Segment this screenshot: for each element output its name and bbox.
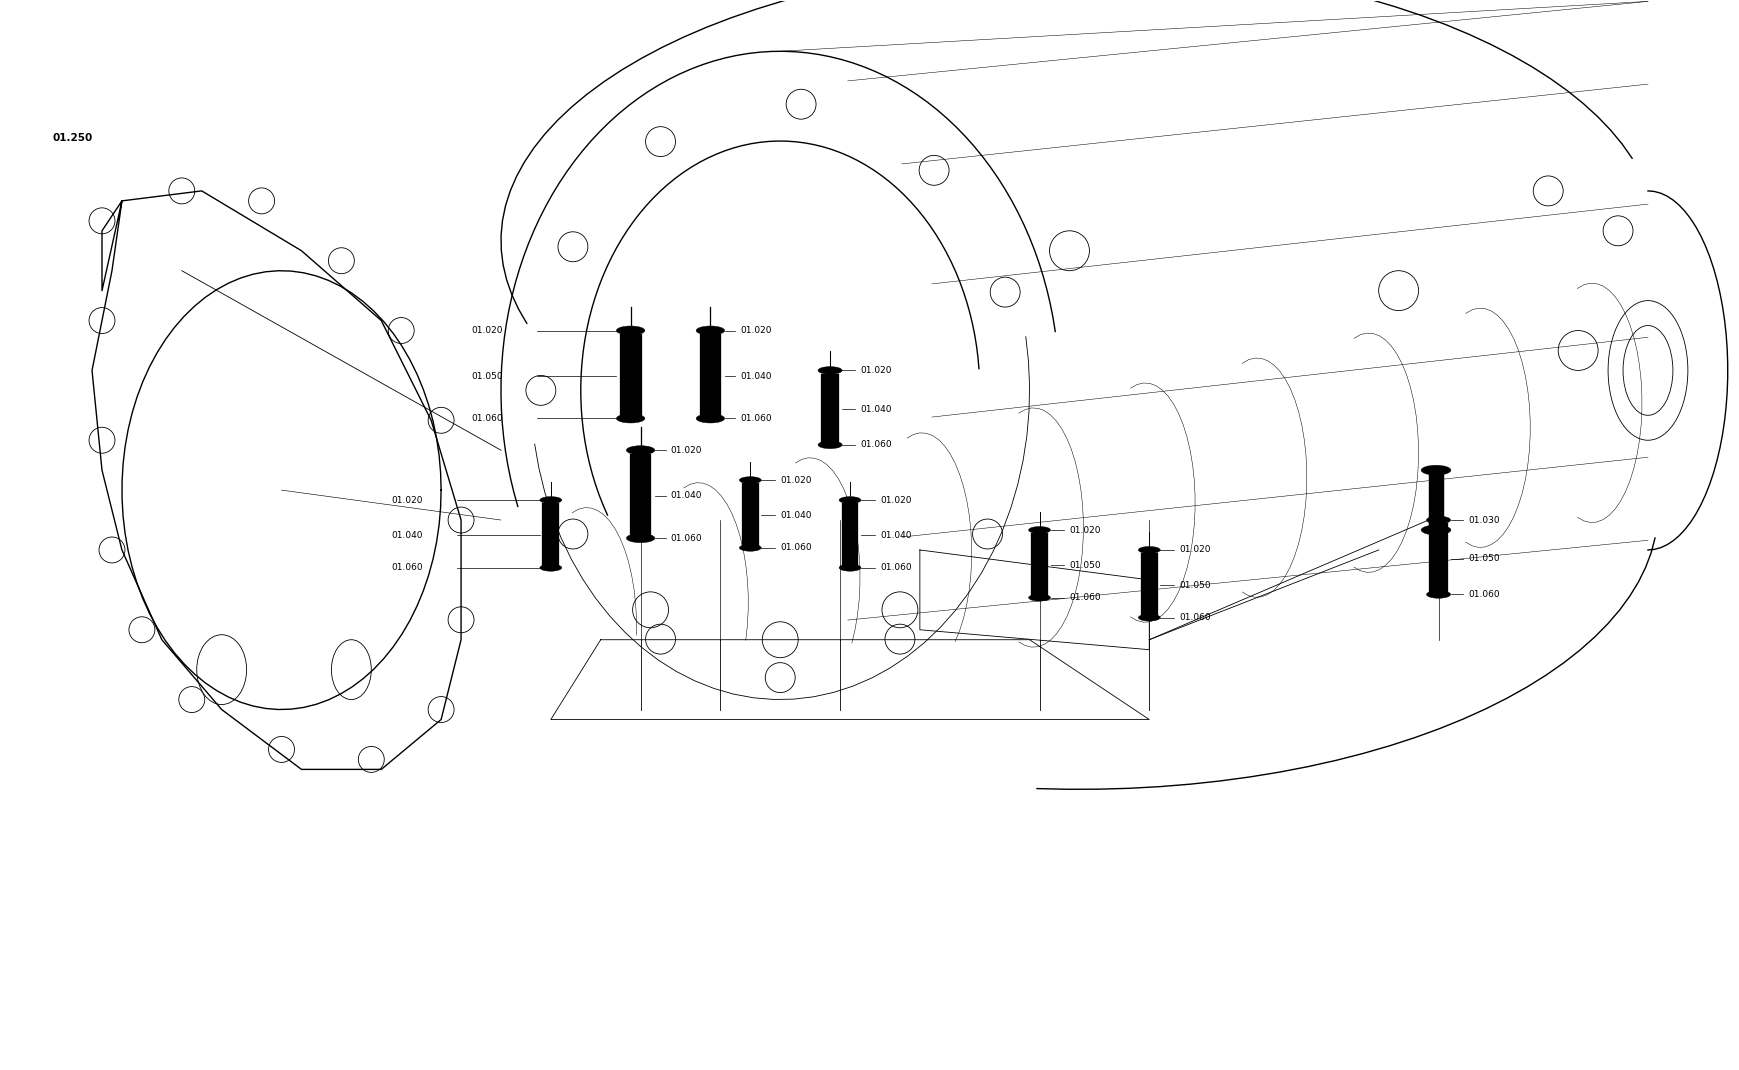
Circle shape xyxy=(129,616,155,643)
Text: 01.050: 01.050 xyxy=(471,371,503,381)
Text: 01.060: 01.060 xyxy=(880,563,911,572)
Text: 01.250: 01.250 xyxy=(52,133,92,143)
Text: 01.060: 01.060 xyxy=(1069,593,1101,602)
Ellipse shape xyxy=(1421,525,1450,535)
Ellipse shape xyxy=(616,326,645,335)
Text: 01.060: 01.060 xyxy=(739,414,772,423)
Circle shape xyxy=(89,208,115,233)
Text: 01.040: 01.040 xyxy=(880,531,911,539)
Ellipse shape xyxy=(1028,526,1050,534)
Circle shape xyxy=(329,248,355,274)
Ellipse shape xyxy=(1028,594,1050,601)
Ellipse shape xyxy=(616,414,645,423)
Text: 01.060: 01.060 xyxy=(471,414,503,423)
Ellipse shape xyxy=(1137,614,1160,621)
Text: 01.030: 01.030 xyxy=(1468,516,1499,524)
Text: 01.020: 01.020 xyxy=(880,495,911,505)
Text: 01.060: 01.060 xyxy=(859,441,890,449)
Circle shape xyxy=(169,178,195,204)
Text: 01.020: 01.020 xyxy=(739,326,772,335)
Circle shape xyxy=(449,607,473,632)
Bar xyxy=(1428,523,1447,595)
Ellipse shape xyxy=(1421,465,1450,475)
Text: 01.040: 01.040 xyxy=(859,404,890,414)
Bar xyxy=(1141,553,1156,617)
Bar xyxy=(619,334,642,418)
Text: 01.020: 01.020 xyxy=(1069,525,1101,535)
Ellipse shape xyxy=(838,496,861,504)
Bar xyxy=(741,483,758,548)
Text: 01.040: 01.040 xyxy=(391,531,423,539)
Bar xyxy=(699,334,722,418)
Ellipse shape xyxy=(739,545,762,551)
Text: 01.060: 01.060 xyxy=(1468,590,1499,599)
Ellipse shape xyxy=(1426,591,1450,598)
Ellipse shape xyxy=(1137,547,1160,553)
Ellipse shape xyxy=(817,367,842,374)
Bar xyxy=(1031,533,1047,598)
Circle shape xyxy=(249,188,275,214)
Text: 01.020: 01.020 xyxy=(471,326,503,335)
Text: 01.040: 01.040 xyxy=(779,510,812,520)
Circle shape xyxy=(99,537,125,563)
Circle shape xyxy=(449,507,473,533)
Text: 01.040: 01.040 xyxy=(739,371,772,381)
Bar xyxy=(543,503,558,568)
Ellipse shape xyxy=(696,326,723,335)
Circle shape xyxy=(428,697,454,722)
Text: 01.060: 01.060 xyxy=(779,544,812,552)
Text: 01.050: 01.050 xyxy=(1069,561,1101,569)
Bar xyxy=(1428,470,1443,530)
Circle shape xyxy=(89,427,115,454)
Bar xyxy=(842,503,857,568)
Circle shape xyxy=(428,408,454,433)
Circle shape xyxy=(179,687,205,713)
Ellipse shape xyxy=(539,564,562,571)
Text: 01.050: 01.050 xyxy=(1179,581,1210,590)
Text: 01.020: 01.020 xyxy=(1179,546,1210,554)
Circle shape xyxy=(89,307,115,334)
Text: 01.020: 01.020 xyxy=(779,476,812,485)
Text: 01.020: 01.020 xyxy=(670,446,701,455)
Circle shape xyxy=(358,747,384,773)
Circle shape xyxy=(268,736,294,763)
Ellipse shape xyxy=(696,414,723,423)
Text: 01.040: 01.040 xyxy=(670,491,701,501)
Bar xyxy=(821,373,838,445)
Text: 01.020: 01.020 xyxy=(859,366,890,374)
Text: 01.050: 01.050 xyxy=(1468,554,1499,563)
Circle shape xyxy=(388,318,414,343)
Ellipse shape xyxy=(626,446,654,455)
Ellipse shape xyxy=(539,496,562,504)
Text: 01.060: 01.060 xyxy=(1179,613,1210,622)
Ellipse shape xyxy=(1426,516,1450,524)
Bar xyxy=(630,454,650,538)
Text: 01.060: 01.060 xyxy=(391,563,423,572)
Ellipse shape xyxy=(739,476,762,484)
Text: 01.060: 01.060 xyxy=(670,534,703,542)
Ellipse shape xyxy=(838,564,861,571)
Ellipse shape xyxy=(817,441,842,448)
Ellipse shape xyxy=(626,534,654,542)
Text: 01.020: 01.020 xyxy=(391,495,423,505)
